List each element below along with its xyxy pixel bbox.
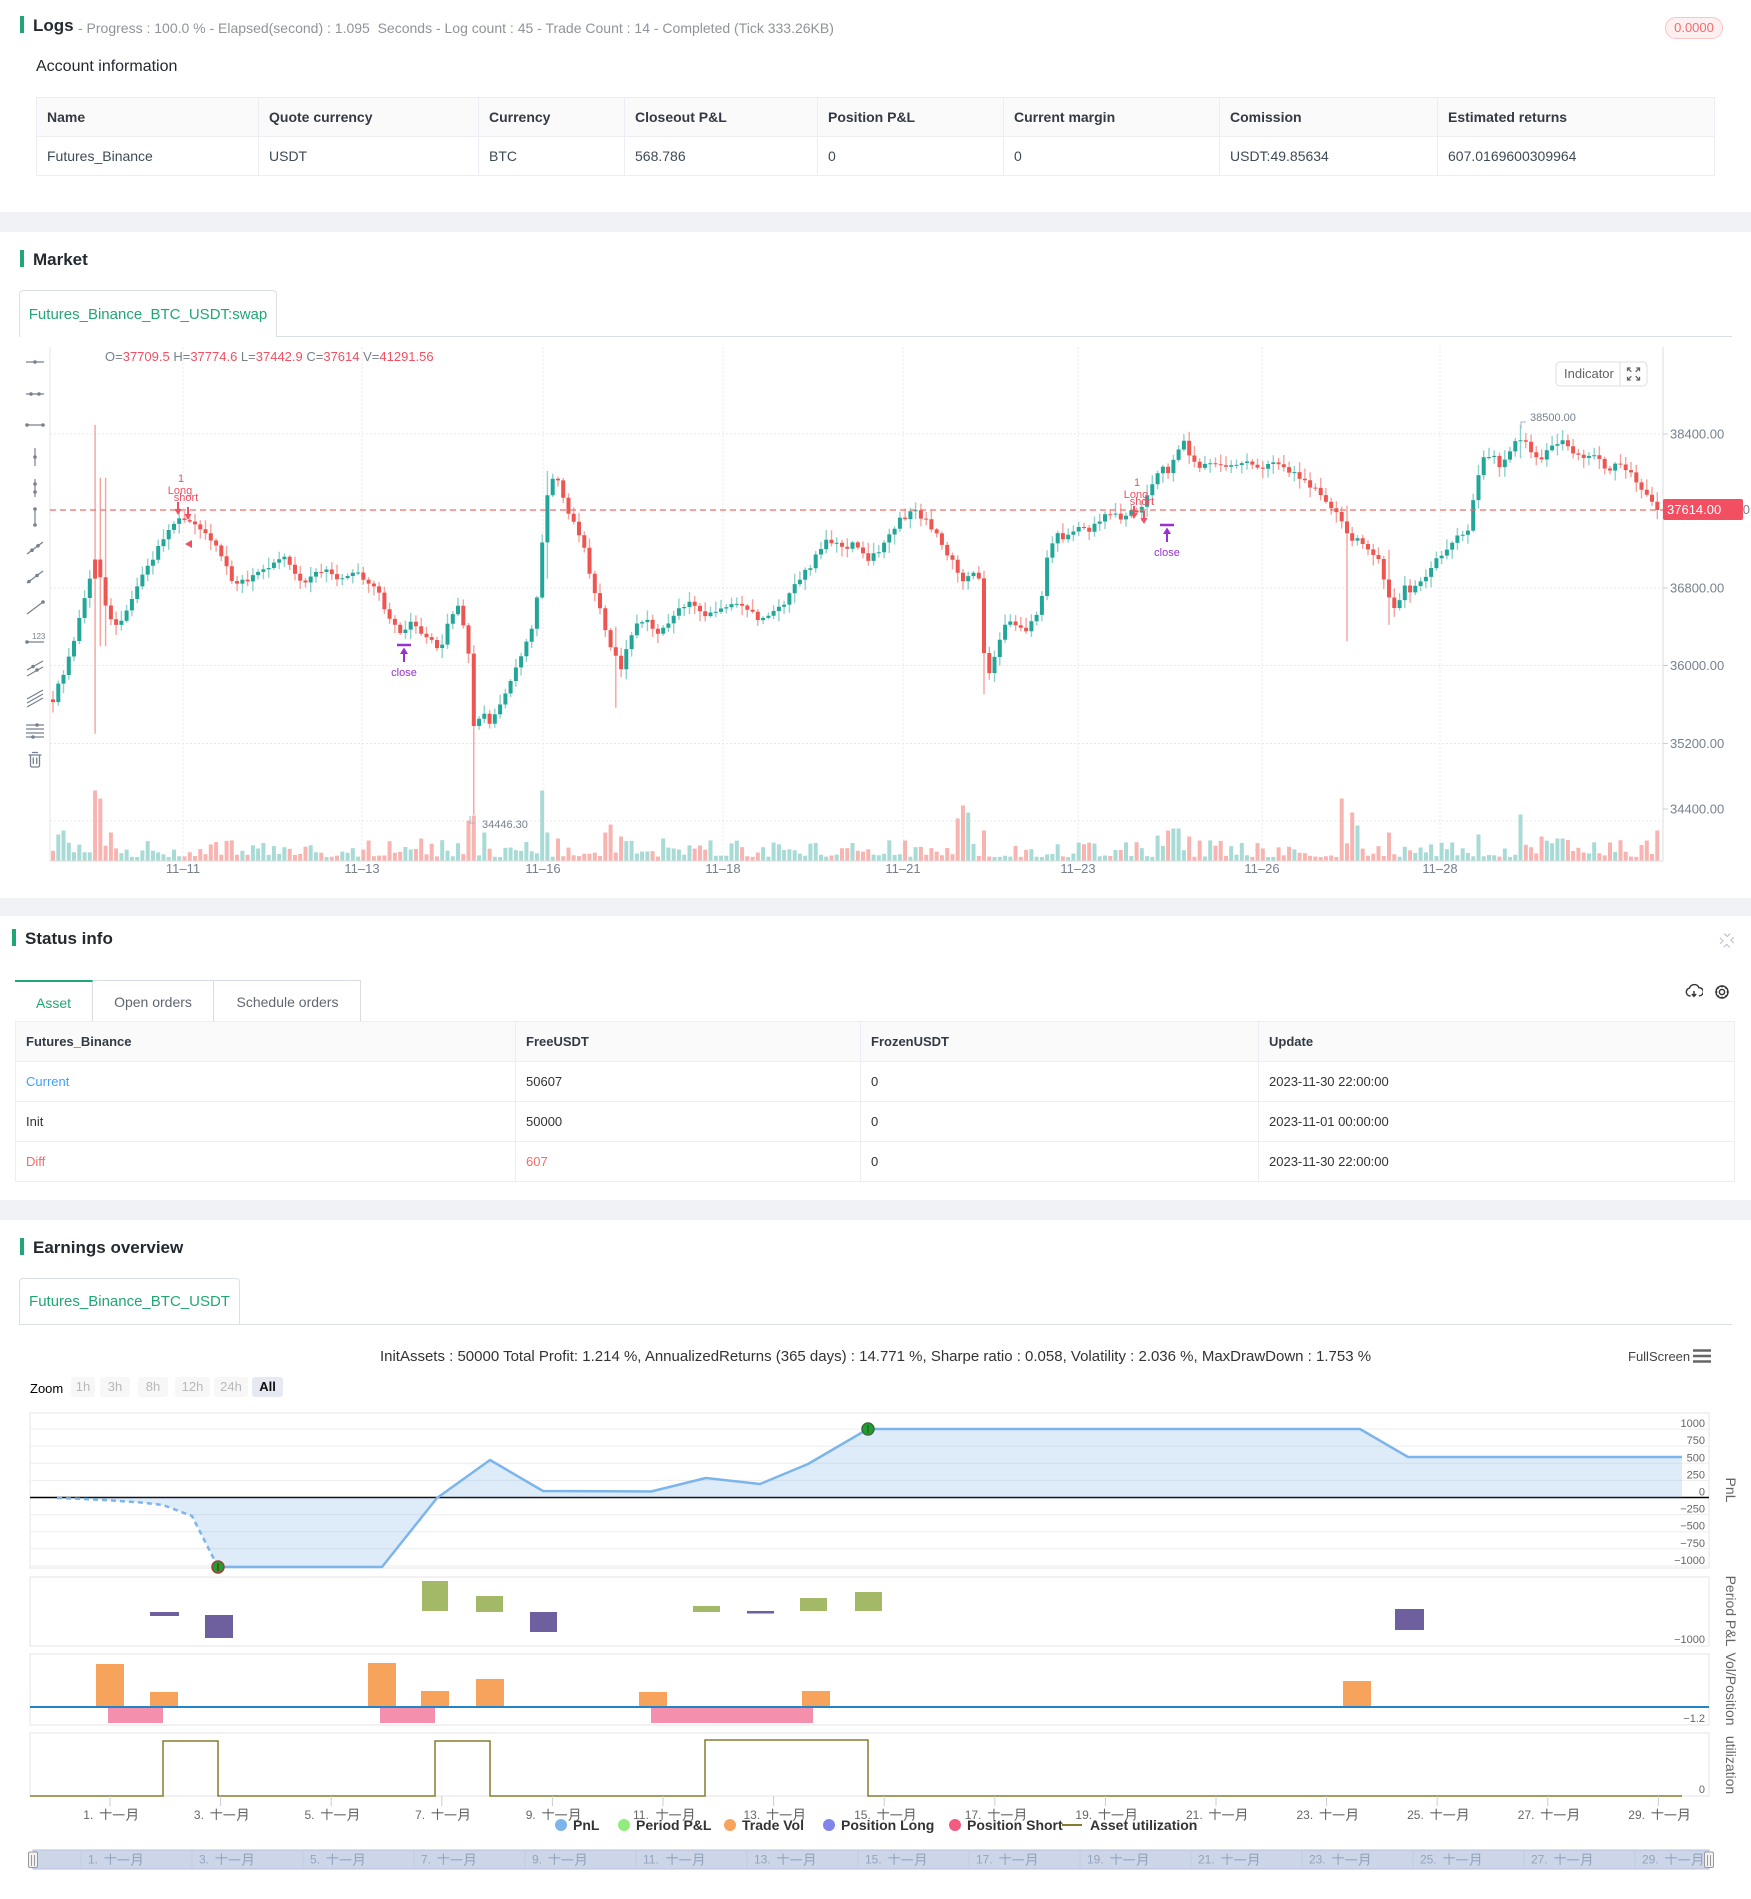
svg-text:Period P&L: Period P&L <box>1723 1576 1739 1647</box>
svg-text:11–18: 11–18 <box>705 861 740 876</box>
svg-text:38500.00: 38500.00 <box>1530 412 1576 424</box>
svg-text:15.: 15. <box>854 1808 871 1822</box>
svg-text:13.: 13. <box>744 1808 761 1822</box>
svg-text:29.: 29. <box>1628 1808 1645 1822</box>
svg-text:Vol/Position: Vol/Position <box>1723 1652 1739 1725</box>
svg-text:29.: 29. <box>1642 1853 1659 1867</box>
svg-text:36000.00: 36000.00 <box>1670 658 1724 673</box>
svg-text:37614.00: 37614.00 <box>1667 502 1721 517</box>
svg-text:PnL: PnL <box>573 1817 600 1833</box>
svg-text:5.: 5. <box>310 1853 320 1867</box>
svg-text:1: 1 <box>1134 477 1140 489</box>
svg-text:Period P&L: Period P&L <box>636 1817 712 1833</box>
svg-text:123: 123 <box>32 632 46 641</box>
svg-text:25.: 25. <box>1407 1808 1424 1822</box>
svg-text:250: 250 <box>1687 1469 1705 1481</box>
svg-text:11–16: 11–16 <box>525 861 560 876</box>
svg-text:13.: 13. <box>754 1853 771 1867</box>
svg-text:21.: 21. <box>1198 1853 1215 1867</box>
svg-text:19.: 19. <box>1075 1808 1092 1822</box>
svg-text:Indicator: Indicator <box>1564 366 1615 381</box>
svg-text:−1.2: −1.2 <box>1683 1713 1705 1725</box>
svg-text:9.: 9. <box>532 1853 542 1867</box>
svg-text:17.: 17. <box>976 1853 993 1867</box>
svg-text:1000: 1000 <box>1681 1418 1705 1430</box>
svg-text:23.: 23. <box>1309 1853 1326 1867</box>
svg-text:Long: Long <box>168 485 192 497</box>
svg-text:35200.00: 35200.00 <box>1670 736 1724 751</box>
svg-text:−250: −250 <box>1680 1504 1705 1516</box>
svg-text:Trade Vol: Trade Vol <box>742 1817 804 1833</box>
svg-text:7.: 7. <box>415 1808 425 1822</box>
svg-text:27.: 27. <box>1531 1853 1548 1867</box>
svg-text:short: short <box>1130 496 1154 508</box>
svg-text:7.: 7. <box>421 1853 431 1867</box>
svg-text:Position Short: Position Short <box>967 1817 1063 1833</box>
svg-text:5.: 5. <box>305 1808 315 1822</box>
svg-text:34400.00: 34400.00 <box>1670 802 1724 817</box>
svg-text:3.: 3. <box>194 1808 204 1822</box>
svg-text:0: 0 <box>1699 1487 1705 1499</box>
svg-text:PnL: PnL <box>1723 1478 1739 1503</box>
svg-text:O=37709.5 H=37774.6 L=37442.9: O=37709.5 H=37774.6 L=37442.9 C=37614 V=… <box>105 349 434 364</box>
svg-text:11–28: 11–28 <box>1422 861 1457 876</box>
svg-text:500: 500 <box>1687 1452 1705 1464</box>
svg-text:−750: −750 <box>1680 1538 1705 1550</box>
svg-text:11.: 11. <box>633 1808 649 1822</box>
svg-text:0: 0 <box>1699 1784 1705 1796</box>
svg-text:3.: 3. <box>199 1853 209 1867</box>
svg-text:11–23: 11–23 <box>1060 861 1095 876</box>
svg-text:1.: 1. <box>88 1853 98 1867</box>
svg-text:−1000: −1000 <box>1674 1634 1705 1646</box>
svg-text:−500: −500 <box>1680 1521 1705 1533</box>
svg-text:close: close <box>1154 547 1180 559</box>
svg-text:38400.00: 38400.00 <box>1670 427 1724 442</box>
svg-text:1: 1 <box>178 473 184 485</box>
svg-text:21.: 21. <box>1186 1808 1203 1822</box>
svg-text:short: short <box>174 492 198 504</box>
svg-text:11.: 11. <box>643 1853 659 1867</box>
svg-text:19.: 19. <box>1087 1853 1104 1867</box>
svg-text:11–26: 11–26 <box>1244 861 1279 876</box>
svg-text:9.: 9. <box>526 1808 536 1822</box>
svg-text:11–13: 11–13 <box>344 861 379 876</box>
svg-text:27.: 27. <box>1518 1808 1535 1822</box>
svg-text:23.: 23. <box>1297 1808 1314 1822</box>
svg-text:Position Long: Position Long <box>841 1817 934 1833</box>
svg-text:Long: Long <box>1124 489 1148 501</box>
svg-text:17.: 17. <box>965 1808 982 1822</box>
svg-text:11–11: 11–11 <box>166 861 200 876</box>
svg-text:utilization: utilization <box>1723 1736 1739 1794</box>
svg-text:close: close <box>391 667 417 679</box>
svg-text:0: 0 <box>1743 502 1750 517</box>
svg-text:750: 750 <box>1687 1435 1705 1447</box>
svg-text:1.: 1. <box>83 1808 93 1822</box>
svg-text:−1000: −1000 <box>1674 1555 1705 1567</box>
svg-text:25.: 25. <box>1420 1853 1437 1867</box>
svg-text:15.: 15. <box>865 1853 882 1867</box>
svg-text:36800.00: 36800.00 <box>1670 581 1724 596</box>
svg-text:Asset utilization: Asset utilization <box>1090 1817 1197 1833</box>
svg-text:11–21: 11–21 <box>885 861 920 876</box>
svg-text:34446.30: 34446.30 <box>482 819 528 831</box>
